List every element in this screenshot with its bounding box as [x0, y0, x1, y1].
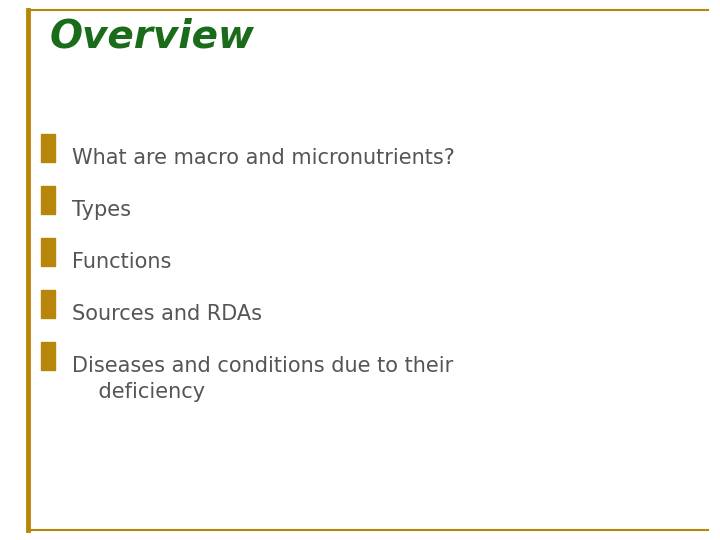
Text: Types: Types — [72, 200, 131, 220]
Text: Overview: Overview — [50, 18, 255, 56]
Bar — [41, 238, 55, 266]
Bar — [41, 290, 55, 318]
Text: Diseases and conditions due to their
    deficiency: Diseases and conditions due to their def… — [72, 356, 454, 402]
Bar — [41, 186, 55, 214]
Bar — [41, 134, 55, 162]
Text: Functions: Functions — [72, 252, 171, 272]
Text: Sources and RDAs: Sources and RDAs — [72, 304, 262, 324]
Bar — [41, 342, 55, 370]
Text: What are macro and micronutrients?: What are macro and micronutrients? — [72, 148, 455, 168]
